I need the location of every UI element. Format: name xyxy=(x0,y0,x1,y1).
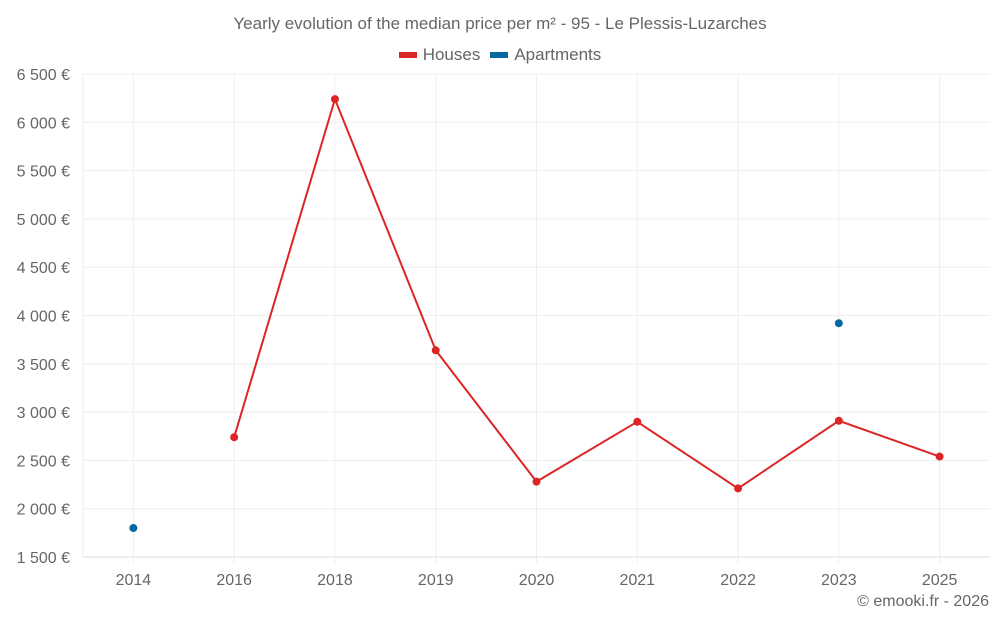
x-tick-label: 2021 xyxy=(619,572,655,589)
data-point[interactable] xyxy=(431,346,440,355)
legend-item-houses[interactable]: Houses xyxy=(398,45,481,65)
y-tick-label: 6 000 € xyxy=(17,115,70,132)
copyright-credit: © emooki.fr - 2026 xyxy=(857,593,989,610)
data-point[interactable] xyxy=(633,417,642,426)
houses-swatch-icon xyxy=(398,52,417,58)
y-tick-label: 3 500 € xyxy=(17,357,70,374)
data-point[interactable] xyxy=(129,524,138,533)
y-tick-label: 2 500 € xyxy=(17,453,70,470)
legend-label-apartments: Apartments xyxy=(514,45,602,64)
x-tick-label: 2016 xyxy=(216,572,252,589)
series-apartments xyxy=(129,319,843,533)
x-tick-label: 2014 xyxy=(116,572,152,589)
y-tick-label: 1 500 € xyxy=(17,550,70,567)
y-tick-label: 5 500 € xyxy=(17,164,70,181)
x-tick-label: 2025 xyxy=(922,572,958,589)
y-tick-label: 5 000 € xyxy=(17,212,70,229)
legend-label-houses: Houses xyxy=(422,45,481,64)
data-point[interactable] xyxy=(230,433,239,442)
y-tick-label: 6 500 € xyxy=(17,67,70,84)
data-point[interactable] xyxy=(734,484,743,493)
x-tick-label: 2019 xyxy=(418,572,454,589)
chart-legend: Houses Apartments xyxy=(0,45,1000,65)
data-point[interactable] xyxy=(834,416,843,425)
y-tick-label: 3 000 € xyxy=(17,405,70,422)
apartments-swatch-icon xyxy=(490,52,509,58)
x-tick-label: 2020 xyxy=(519,572,555,589)
data-point[interactable] xyxy=(330,95,339,104)
data-point[interactable] xyxy=(532,477,541,486)
y-tick-label: 4 000 € xyxy=(17,309,70,326)
y-tick-label: 2 000 € xyxy=(17,502,70,519)
x-tick-label: 2018 xyxy=(317,572,353,589)
x-tick-label: 2022 xyxy=(720,572,756,589)
y-tick-label: 4 500 € xyxy=(17,260,70,277)
data-point[interactable] xyxy=(834,319,843,328)
series-houses xyxy=(230,95,944,493)
chart-title: Yearly evolution of the median price per… xyxy=(233,14,767,33)
data-point[interactable] xyxy=(935,452,944,461)
x-tick-label: 2023 xyxy=(821,572,857,589)
legend-item-apartments[interactable]: Apartments xyxy=(490,45,601,65)
